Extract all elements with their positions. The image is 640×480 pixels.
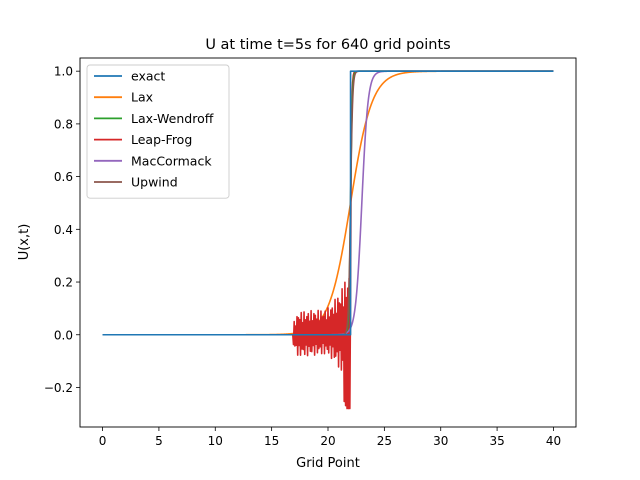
y-tick-label: 0.0	[54, 328, 73, 342]
y-tick-label: 0.8	[54, 117, 73, 131]
x-tick-label: 5	[155, 434, 163, 448]
x-tick-label: 35	[489, 434, 504, 448]
y-tick-label: 1.0	[54, 65, 73, 79]
x-tick-label: 30	[433, 434, 448, 448]
legend-label: Upwind	[131, 175, 178, 190]
legend: exact Lax Lax-Wendroff Leap-Frog MacCormack U…	[86, 64, 230, 199]
y-tick-label: 0.2	[54, 276, 73, 290]
x-tick-label: 25	[377, 434, 392, 448]
y-tick-label: −0.2	[44, 381, 73, 395]
y-tick-label: 0.4	[54, 223, 73, 237]
x-tick-label: 15	[264, 434, 279, 448]
y-axis-label: U(x,t)	[17, 224, 32, 261]
plot-lines	[102, 70, 554, 410]
series-line-exact	[102, 70, 554, 336]
y-tick-label: 0.6	[54, 170, 73, 184]
x-tick-label: 20	[320, 434, 335, 448]
y-axis: −0.2 0.0 0.2 0.4 0.6 0.8 1.0	[44, 65, 80, 395]
legend-box	[86, 64, 230, 199]
x-axis-label: Grid Point	[296, 456, 360, 471]
legend-label: exact	[131, 69, 165, 84]
legend-label: Lax-Wendroff	[131, 111, 214, 126]
x-tick-label: 0	[99, 434, 107, 448]
legend-label: MacCormack	[131, 153, 212, 168]
legend-label: Leap-Frog	[131, 132, 192, 147]
x-tick-label: 10	[208, 434, 223, 448]
chart-title: U at time t=5s for 640 grid points	[205, 37, 450, 53]
x-tick-label: 40	[546, 434, 561, 448]
legend-label: Lax	[131, 90, 153, 105]
x-axis: 0 5 10 15 20 25 30 35 40	[99, 427, 561, 448]
